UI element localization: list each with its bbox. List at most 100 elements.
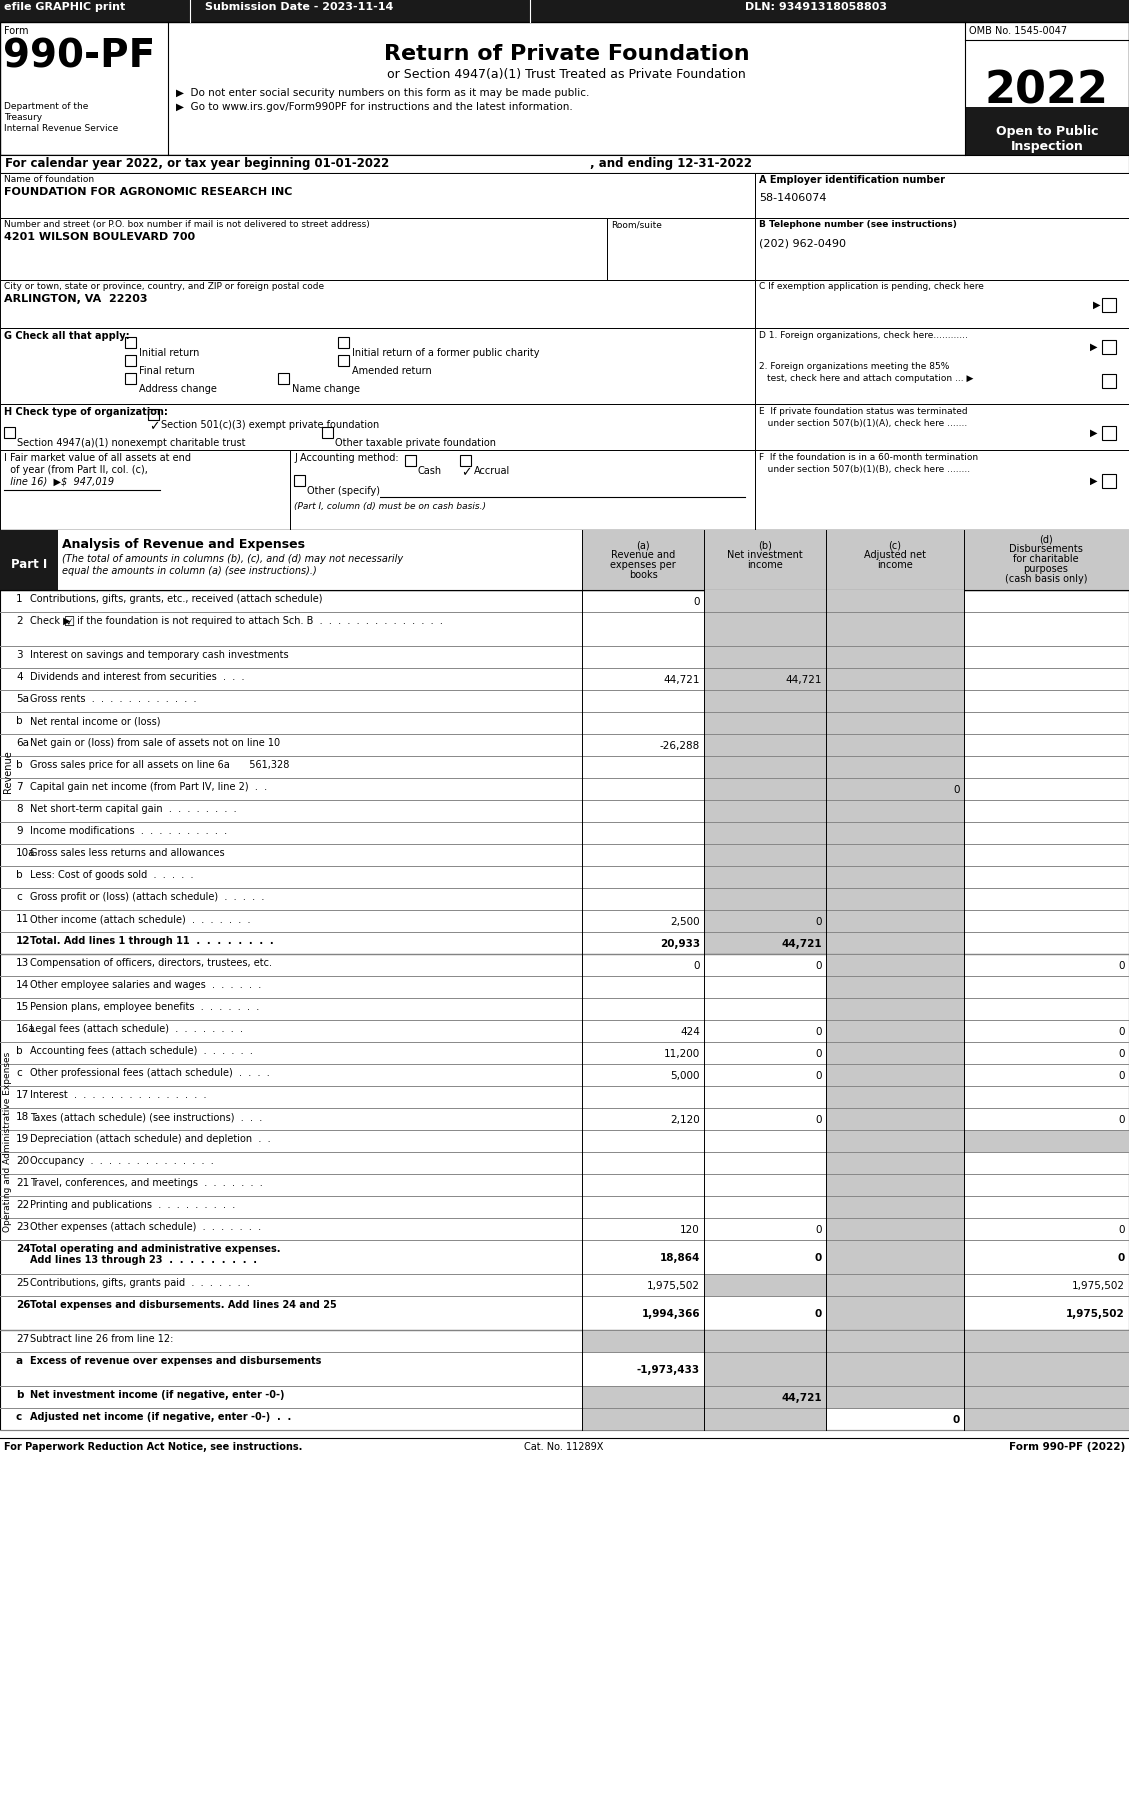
Text: Number and street (or P.O. box number if mail is not delivered to street address: Number and street (or P.O. box number if… [5, 219, 370, 228]
Text: of year (from Part II, col. (c),: of year (from Part II, col. (c), [5, 466, 148, 475]
Bar [0, 1331, 1129, 1429]
Text: for charitable: for charitable [1013, 554, 1079, 565]
Text: I Fair market value of all assets at end: I Fair market value of all assets at end [5, 453, 191, 464]
Bar [322, 426, 333, 439]
Bar [704, 755, 826, 779]
Text: Check ▶: Check ▶ [30, 617, 73, 626]
Bar [964, 1352, 1129, 1386]
Text: Compensation of officers, directors, trustees, etc.: Compensation of officers, directors, tru… [30, 958, 272, 967]
Text: FOUNDATION FOR AGRONOMIC RESEARCH INC: FOUNDATION FOR AGRONOMIC RESEARCH INC [5, 187, 292, 198]
Text: Excess of revenue over expenses and disbursements: Excess of revenue over expenses and disb… [30, 1356, 322, 1366]
Bar [125, 336, 135, 349]
Text: Gross rents  .  .  .  .  .  .  .  .  .  .  .  .: Gross rents . . . . . . . . . . . . [30, 694, 196, 705]
Text: Interest on savings and temporary cash investments: Interest on savings and temporary cash i… [30, 651, 289, 660]
Text: 2022: 2022 [984, 70, 1109, 113]
Text: Occupancy  .  .  .  .  .  .  .  .  .  .  .  .  .  .: Occupancy . . . . . . . . . . . . . . [30, 1156, 213, 1165]
Text: Total expenses and disbursements. Add lines 24 and 25: Total expenses and disbursements. Add li… [30, 1300, 336, 1311]
Bar [755, 327, 1129, 405]
Text: Analysis of Revenue and Expenses: Analysis of Revenue and Expenses [62, 538, 305, 550]
Text: income: income [877, 559, 913, 570]
Bar [826, 734, 964, 755]
Text: Net investment income (if negative, enter -0-): Net investment income (if negative, ente… [30, 1390, 285, 1401]
Text: 1,994,366: 1,994,366 [641, 1309, 700, 1320]
Text: b: b [16, 716, 23, 726]
Bar [704, 590, 826, 955]
Text: if the foundation is not required to attach Sch. B  .  .  .  .  .  .  .  .  .  .: if the foundation is not required to att… [73, 617, 443, 626]
Text: Contributions, gifts, grants paid  .  .  .  .  .  .  .: Contributions, gifts, grants paid . . . … [30, 1278, 250, 1287]
Text: Other employee salaries and wages  .  .  .  .  .  .: Other employee salaries and wages . . . … [30, 980, 261, 991]
Bar [704, 1331, 826, 1429]
Text: For calendar year 2022, or tax year beginning 01-01-2022: For calendar year 2022, or tax year begi… [5, 156, 390, 171]
Text: Adjusted net income (if negative, enter -0-)  .  .: Adjusted net income (if negative, enter … [30, 1411, 291, 1422]
Text: Cash: Cash [418, 466, 443, 476]
Text: 4201 WILSON BOULEVARD 700: 4201 WILSON BOULEVARD 700 [5, 232, 195, 243]
Text: 25: 25 [16, 1278, 29, 1287]
Bar [755, 405, 1129, 450]
Text: 17: 17 [16, 1090, 29, 1100]
Text: 0: 0 [1119, 1224, 1124, 1235]
Text: 21: 21 [16, 1178, 29, 1188]
Text: 11: 11 [16, 913, 29, 924]
Text: Treasury: Treasury [5, 113, 42, 122]
Bar [826, 1331, 964, 1352]
Text: 120: 120 [681, 1224, 700, 1235]
Text: Add lines 13 through 23  .  .  .  .  .  .  .  .  .: Add lines 13 through 23 . . . . . . . . … [30, 1255, 257, 1266]
Bar [755, 450, 1129, 530]
Bar [0, 405, 755, 450]
Text: Other (specify): Other (specify) [307, 485, 380, 496]
Text: C If exemption application is pending, check here: C If exemption application is pending, c… [759, 282, 983, 291]
Text: 0: 0 [1118, 1253, 1124, 1262]
Bar [755, 280, 1129, 327]
Text: under section 507(b)(1)(A), check here .......: under section 507(b)(1)(A), check here .… [759, 419, 968, 428]
Text: 0: 0 [1119, 1027, 1124, 1037]
Bar [704, 734, 826, 755]
Bar [704, 1275, 826, 1296]
Text: J Accounting method:: J Accounting method: [294, 453, 399, 464]
Text: 0: 0 [815, 1072, 822, 1081]
Text: 44,721: 44,721 [786, 674, 822, 685]
Text: 1: 1 [16, 593, 23, 604]
Text: OMB No. 1545-0047: OMB No. 1545-0047 [969, 25, 1067, 36]
Text: 14: 14 [16, 980, 29, 991]
Text: Initial return of a former public charity: Initial return of a former public charit… [352, 349, 540, 358]
Text: Total operating and administrative expenses.: Total operating and administrative expen… [30, 1244, 280, 1253]
Text: 26: 26 [16, 1300, 30, 1311]
Bar [1102, 475, 1115, 487]
Text: E  If private foundation status was terminated: E If private foundation status was termi… [759, 406, 968, 415]
Text: 0: 0 [953, 1415, 960, 1426]
Text: 0: 0 [1119, 1115, 1124, 1126]
Text: Capital gain net income (from Part IV, line 2)  .  .: Capital gain net income (from Part IV, l… [30, 782, 268, 791]
Text: F  If the foundation is in a 60-month termination: F If the foundation is in a 60-month ter… [759, 453, 978, 462]
Text: ▶  Go to www.irs.gov/Form990PF for instructions and the latest information.: ▶ Go to www.irs.gov/Form990PF for instru… [176, 102, 572, 111]
Text: Pension plans, employee benefits  .  .  .  .  .  .  .: Pension plans, employee benefits . . . .… [30, 1001, 260, 1012]
Text: or Section 4947(a)(1) Trust Treated as Private Foundation: or Section 4947(a)(1) Trust Treated as P… [387, 68, 746, 81]
Bar [125, 354, 135, 367]
Bar [964, 1129, 1129, 1153]
Text: Gross sales price for all assets on line 6a  561,328: Gross sales price for all assets on line… [30, 761, 289, 770]
Bar [826, 590, 964, 955]
Text: Total. Add lines 1 through 11  .  .  .  .  .  .  .  .: Total. Add lines 1 through 11 . . . . . … [30, 937, 273, 946]
Text: 10a: 10a [16, 849, 35, 858]
Bar [964, 1408, 1129, 1429]
Text: 0: 0 [693, 960, 700, 971]
Text: c: c [16, 1068, 21, 1079]
Bar [338, 336, 349, 349]
Text: (Part I, column (d) must be on cash basis.): (Part I, column (d) must be on cash basi… [294, 502, 485, 511]
Text: Form 990-PF (2022): Form 990-PF (2022) [1008, 1442, 1124, 1453]
Bar [0, 590, 1129, 955]
Bar [125, 372, 135, 385]
Bar [583, 530, 1129, 590]
Text: Cat. No. 11289X: Cat. No. 11289X [524, 1442, 604, 1453]
Text: (The total of amounts in columns (b), (c), and (d) may not necessarily: (The total of amounts in columns (b), (c… [62, 554, 403, 565]
Bar [405, 455, 415, 466]
Bar [1102, 374, 1115, 388]
Text: b: b [16, 1046, 23, 1055]
Text: Submission Date - 2023-11-14: Submission Date - 2023-11-14 [205, 2, 393, 13]
Text: Net short-term capital gain  .  .  .  .  .  .  .  .: Net short-term capital gain . . . . . . … [30, 804, 237, 814]
Bar [964, 1386, 1129, 1408]
Text: ARLINGTON, VA  22203: ARLINGTON, VA 22203 [5, 295, 148, 304]
Text: Dividends and interest from securities  .  .  .: Dividends and interest from securities .… [30, 672, 245, 681]
Text: 6a: 6a [16, 737, 29, 748]
Text: Subtract line 26 from line 12:: Subtract line 26 from line 12: [30, 1334, 174, 1343]
Text: (cash basis only): (cash basis only) [1005, 574, 1087, 584]
